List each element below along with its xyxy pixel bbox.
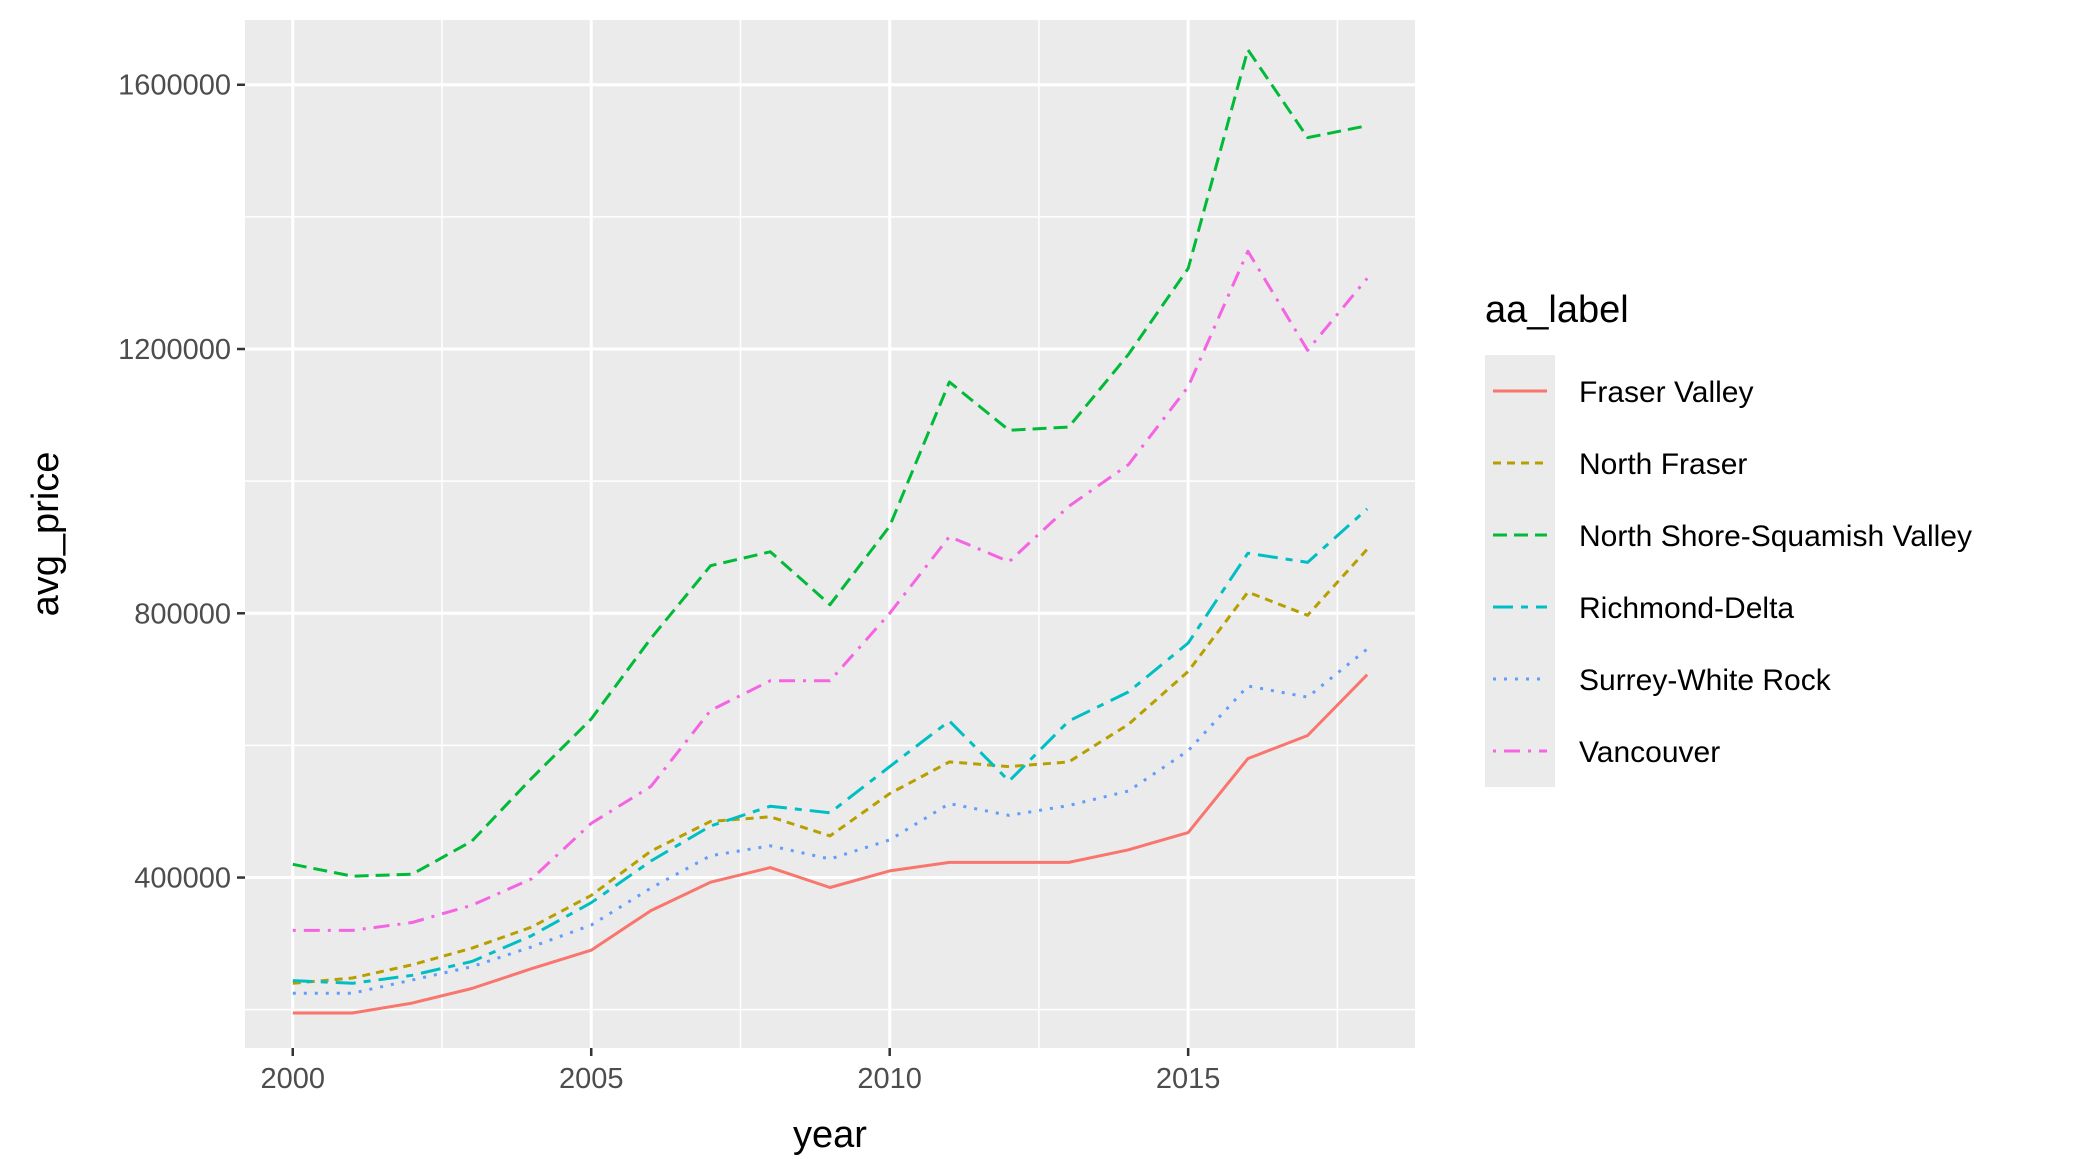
series-line-0 xyxy=(292,673,1369,1015)
series-line-3 xyxy=(292,507,1369,985)
series-line-1 xyxy=(292,548,1369,985)
legend-label-4: Surrey-White Rock xyxy=(1579,664,1832,697)
legend-keys-background xyxy=(1485,355,1555,787)
axis-ticks xyxy=(237,83,1190,1056)
x-axis-title: year xyxy=(793,1114,867,1156)
y-tick-labels: 400000 800000 1200000 1600000 xyxy=(118,70,231,895)
x-tick-label: 2000 xyxy=(260,1063,325,1095)
legend-title: aa_label xyxy=(1485,289,1629,331)
y-tick-label: 1600000 xyxy=(118,70,231,102)
x-tick-label: 2010 xyxy=(857,1063,922,1095)
legend-label-3: Richmond-Delta xyxy=(1579,592,1794,625)
series-lines xyxy=(292,48,1369,1015)
major-gridlines xyxy=(245,20,1415,1048)
legend-label-5: Vancouver xyxy=(1579,736,1720,769)
x-tick-label: 2005 xyxy=(559,1063,624,1095)
y-tick-label: 800000 xyxy=(134,598,231,630)
legend: aa_label Fraser Valley North Fraser North … xyxy=(1485,289,1972,787)
y-tick-label: 1200000 xyxy=(118,334,231,366)
y-axis-title: avg_price xyxy=(25,452,67,617)
x-tick-labels: 2000 2005 2010 2015 xyxy=(260,1063,1220,1095)
y-tick-label: 400000 xyxy=(134,863,231,895)
legend-label-0: Fraser Valley xyxy=(1579,376,1754,409)
legend-label-2: North Shore-Squamish Valley xyxy=(1579,520,1972,553)
plot-panel xyxy=(245,20,1415,1048)
x-tick-label: 2015 xyxy=(1156,1063,1221,1095)
legend-label-1: North Fraser xyxy=(1579,448,1747,481)
series-line-5 xyxy=(292,249,1369,932)
minor-gridlines xyxy=(245,20,1415,1048)
series-line-2 xyxy=(292,48,1368,878)
